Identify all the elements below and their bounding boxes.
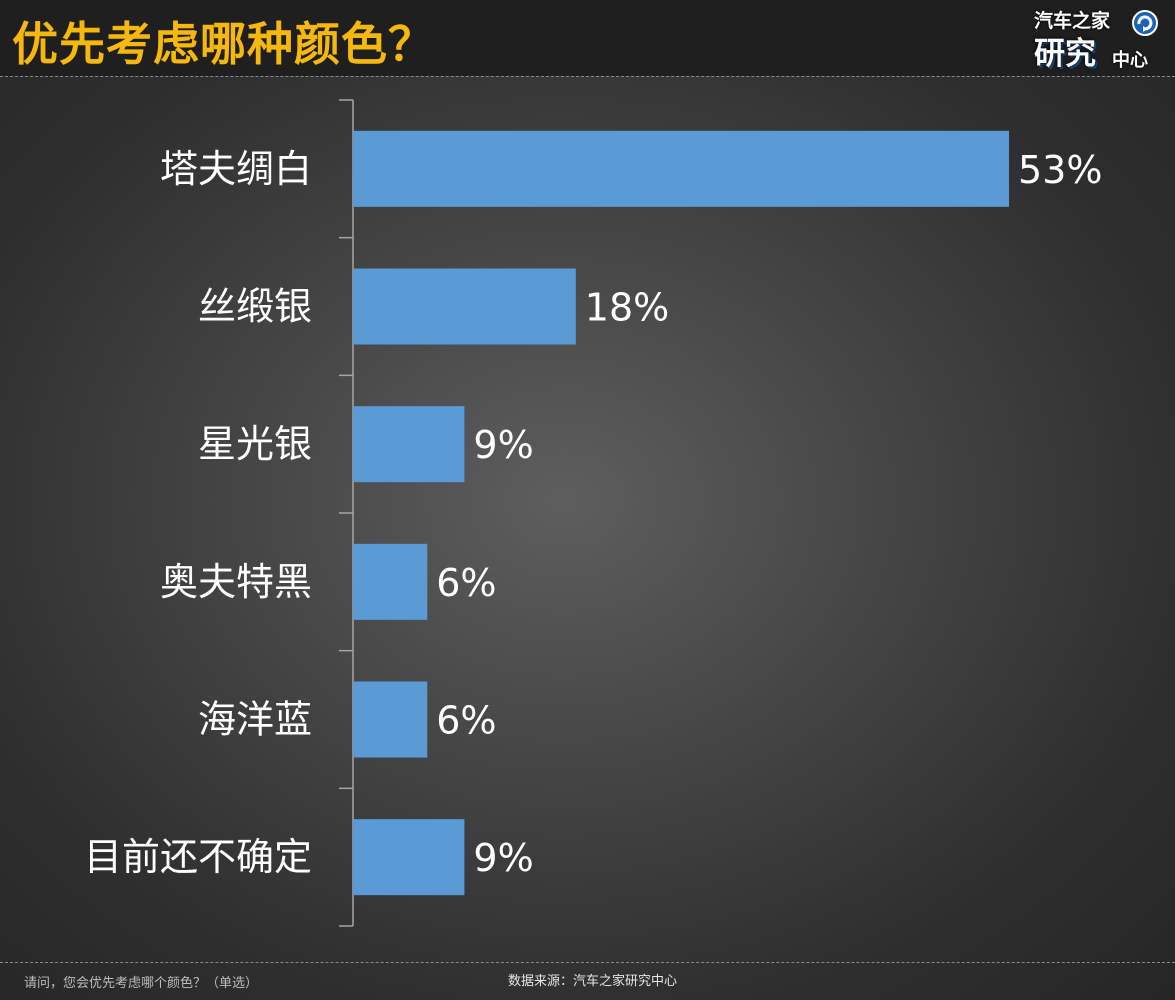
- refresh-arrow-icon: [1132, 10, 1158, 36]
- survey-question: 请问，您会优先考虑哪个颜色？（单选）: [24, 976, 259, 991]
- brand-logo: 汽车之家 研究 中心: [1030, 4, 1162, 72]
- category-label: 目前还不确定: [84, 835, 312, 879]
- logo-line-3: 中心: [1112, 50, 1148, 71]
- data-label: 53%: [1018, 148, 1102, 192]
- category-label: 海洋蓝: [198, 698, 312, 742]
- data-label: 9%: [473, 423, 533, 467]
- data-source: 数据来源：汽车之家研究中心: [508, 974, 678, 989]
- data-label: 18%: [585, 286, 669, 330]
- bar: [353, 268, 576, 345]
- bar: [353, 130, 1009, 207]
- bar: [353, 543, 428, 620]
- page-title: 优先考虑哪种颜色？: [12, 17, 435, 71]
- category-label: 星光银: [198, 422, 312, 466]
- category-label: 丝缎银: [198, 285, 312, 329]
- category-label: 塔夫绸白: [160, 147, 312, 191]
- bar-chart: 塔夫绸白 53% 丝缎银 18% 星光银 9% 奥夫特黑 6% 海洋蓝 6% 目前还不确定 9%: [84, 99, 1102, 927]
- header-divider: [0, 76, 1175, 77]
- logo-line-2: 研究: [1034, 36, 1096, 72]
- bar: [353, 819, 465, 896]
- data-label: 6%: [436, 561, 496, 605]
- data-label: 6%: [436, 699, 496, 743]
- header-bar: [0, 0, 1175, 76]
- category-label: 奥夫特黑: [160, 560, 312, 604]
- bar: [353, 406, 465, 483]
- bar: [353, 681, 428, 758]
- data-label: 9%: [473, 836, 533, 880]
- footer-divider: [0, 962, 1175, 963]
- logo-line-1: 汽车之家: [1034, 10, 1111, 32]
